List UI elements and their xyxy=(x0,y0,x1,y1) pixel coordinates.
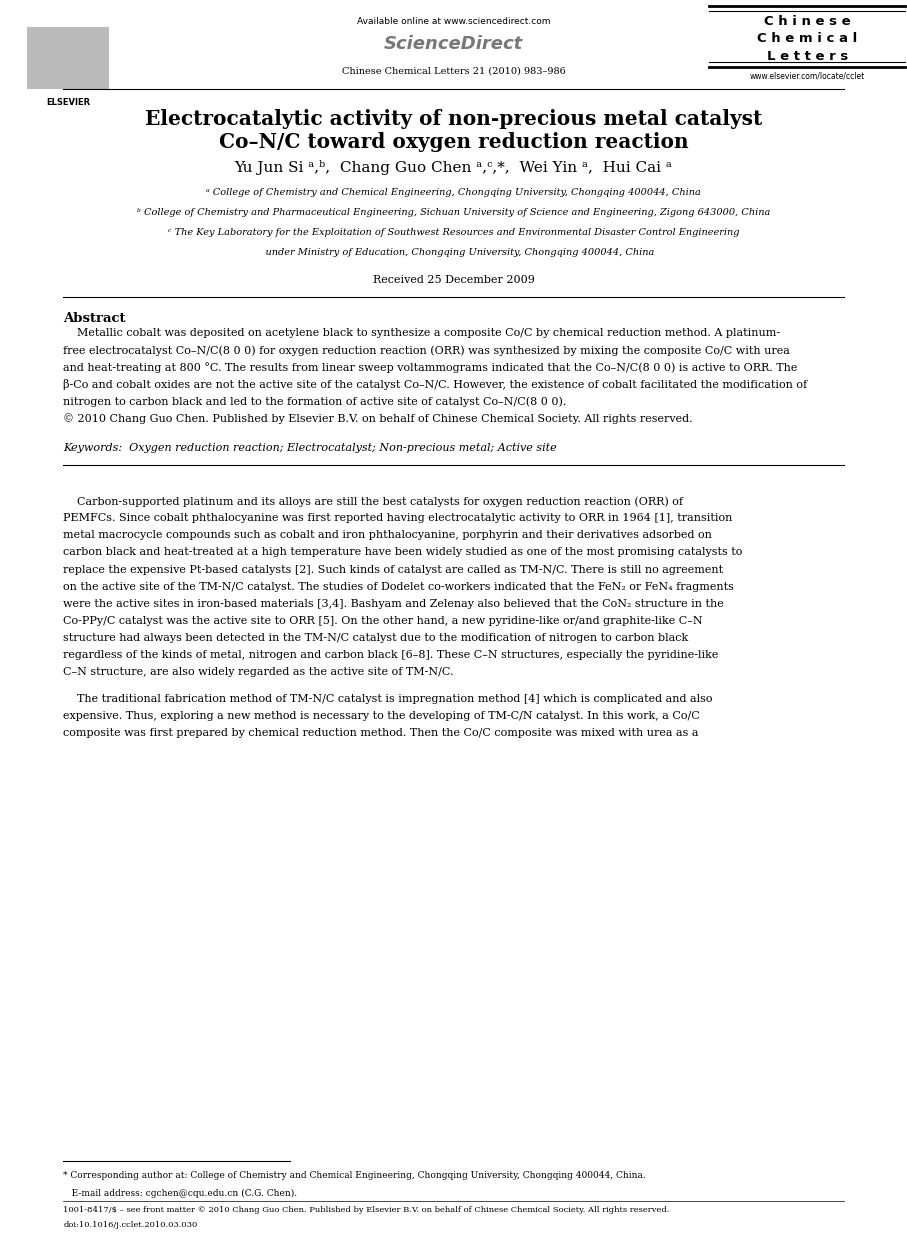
Text: under Ministry of Education, Chongqing University, Chongqing 400044, China: under Ministry of Education, Chongqing U… xyxy=(253,248,654,256)
Text: * Corresponding author at: College of Chemistry and Chemical Engineering, Chongq: * Corresponding author at: College of Ch… xyxy=(63,1171,647,1180)
Text: Electrocatalytic activity of non-precious metal catalyst: Electrocatalytic activity of non-preciou… xyxy=(145,109,762,129)
Text: Keywords:  Oxygen reduction reaction; Electrocatalyst; Non-precious metal; Activ: Keywords: Oxygen reduction reaction; Ele… xyxy=(63,443,557,453)
Text: ᶜ The Key Laboratory for the Exploitation of Southwest Resources and Environment: ᶜ The Key Laboratory for the Exploitatio… xyxy=(168,228,739,236)
Text: and heat-treating at 800 °C. The results from linear sweep voltammograms indicat: and heat-treating at 800 °C. The results… xyxy=(63,363,798,373)
Text: Available online at www.sciencedirect.com: Available online at www.sciencedirect.co… xyxy=(356,17,551,26)
Text: The traditional fabrication method of TM-N/C catalyst is impregnation method [4]: The traditional fabrication method of TM… xyxy=(63,695,713,704)
Text: © 2010 Chang Guo Chen. Published by Elsevier B.V. on behalf of Chinese Chemical : © 2010 Chang Guo Chen. Published by Else… xyxy=(63,413,693,425)
Text: ᵇ College of Chemistry and Pharmaceutical Engineering, Sichuan University of Sci: ᵇ College of Chemistry and Pharmaceutica… xyxy=(137,208,770,217)
Text: E-mail address: cgchen@cqu.edu.cn (C.G. Chen).: E-mail address: cgchen@cqu.edu.cn (C.G. … xyxy=(63,1188,297,1197)
Text: Yu Jun Si ᵃ,ᵇ,  Chang Guo Chen ᵃ,ᶜ,*,  Wei Yin ᵃ,  Hui Cai ᵃ: Yu Jun Si ᵃ,ᵇ, Chang Guo Chen ᵃ,ᶜ,*, Wei… xyxy=(235,160,672,175)
Text: ᵃ College of Chemistry and Chemical Engineering, Chongqing University, Chongqing: ᵃ College of Chemistry and Chemical Engi… xyxy=(206,188,701,197)
Text: were the active sites in iron-based materials [3,4]. Bashyam and Zelenay also be: were the active sites in iron-based mate… xyxy=(63,599,725,609)
Text: Metallic cobalt was deposited on acetylene black to synthesize a composite Co/C : Metallic cobalt was deposited on acetyle… xyxy=(63,328,781,338)
Text: regardless of the kinds of metal, nitrogen and carbon black [6–8]. These C–N str: regardless of the kinds of metal, nitrog… xyxy=(63,650,719,660)
Text: ScienceDirect: ScienceDirect xyxy=(384,35,523,53)
Text: Abstract: Abstract xyxy=(63,312,126,326)
Text: L e t t e r s: L e t t e r s xyxy=(766,50,848,63)
Text: β-Co and cobalt oxides are not the active site of the catalyst Co–N/C. However, : β-Co and cobalt oxides are not the activ… xyxy=(63,379,807,390)
Text: ELSEVIER: ELSEVIER xyxy=(46,98,90,106)
Text: metal macrocycle compounds such as cobalt and iron phthalocyanine, porphyrin and: metal macrocycle compounds such as cobal… xyxy=(63,530,712,540)
Text: www.elsevier.com/locate/cclet: www.elsevier.com/locate/cclet xyxy=(749,72,865,80)
Text: Chinese Chemical Letters 21 (2010) 983–986: Chinese Chemical Letters 21 (2010) 983–9… xyxy=(342,67,565,76)
Text: Co–N/C toward oxygen reduction reaction: Co–N/C toward oxygen reduction reaction xyxy=(219,132,688,152)
Text: replace the expensive Pt-based catalysts [2]. Such kinds of catalyst are called : replace the expensive Pt-based catalysts… xyxy=(63,565,724,574)
Text: C h e m i c a l: C h e m i c a l xyxy=(757,32,857,46)
Text: nitrogen to carbon black and led to the formation of active site of catalyst Co–: nitrogen to carbon black and led to the … xyxy=(63,396,567,407)
Text: composite was first prepared by chemical reduction method. Then the Co/C composi: composite was first prepared by chemical… xyxy=(63,728,699,738)
FancyBboxPatch shape xyxy=(27,27,109,89)
Text: Carbon-supported platinum and its alloys are still the best catalysts for oxygen: Carbon-supported platinum and its alloys… xyxy=(63,496,684,506)
Text: expensive. Thus, exploring a new method is necessary to the developing of TM-C/N: expensive. Thus, exploring a new method … xyxy=(63,711,700,721)
Text: Received 25 December 2009: Received 25 December 2009 xyxy=(373,275,534,285)
Text: 1001-8417/$ – see front matter © 2010 Chang Guo Chen. Published by Elsevier B.V.: 1001-8417/$ – see front matter © 2010 Ch… xyxy=(63,1206,670,1213)
Text: structure had always been detected in the TM-N/C catalyst due to the modificatio: structure had always been detected in th… xyxy=(63,633,688,643)
Text: free electrocatalyst Co–N/C(8 0 0) for oxygen reduction reaction (ORR) was synth: free electrocatalyst Co–N/C(8 0 0) for o… xyxy=(63,345,790,355)
Text: on the active site of the TM-N/C catalyst. The studies of Dodelet co-workers ind: on the active site of the TM-N/C catalys… xyxy=(63,582,735,592)
Text: Co-PPy/C catalyst was the active site to ORR [5]. On the other hand, a new pyrid: Co-PPy/C catalyst was the active site to… xyxy=(63,615,703,625)
Text: C h i n e s e: C h i n e s e xyxy=(764,15,851,28)
Text: C–N structure, are also widely regarded as the active site of TM-N/C.: C–N structure, are also widely regarded … xyxy=(63,667,454,677)
Text: doi:10.1016/j.cclet.2010.03.030: doi:10.1016/j.cclet.2010.03.030 xyxy=(63,1221,198,1228)
Text: PEMFCs. Since cobalt phthalocyanine was first reported having electrocatalytic a: PEMFCs. Since cobalt phthalocyanine was … xyxy=(63,514,733,524)
Text: carbon black and heat-treated at a high temperature have been widely studied as : carbon black and heat-treated at a high … xyxy=(63,547,743,557)
